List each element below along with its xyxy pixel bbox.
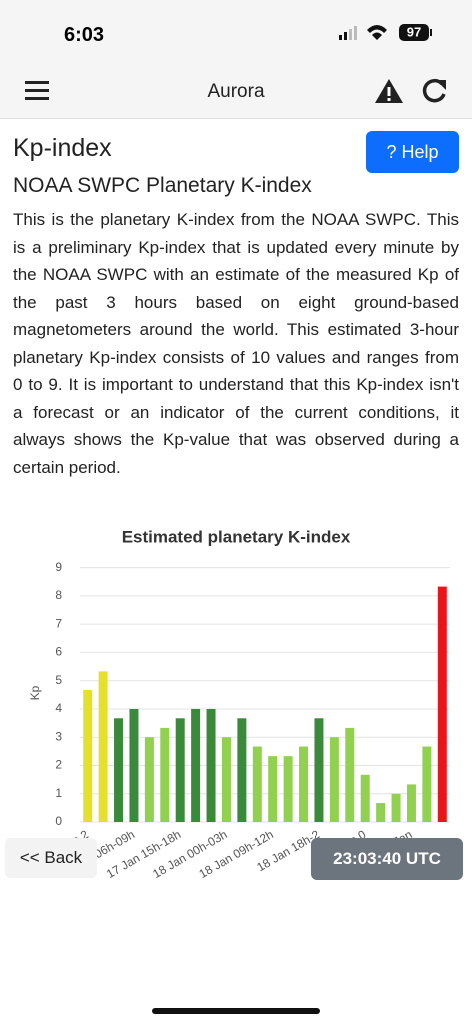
menu-icon[interactable]	[25, 80, 51, 102]
y-tick-label: 4	[55, 701, 62, 715]
bar	[206, 708, 216, 822]
home-indicator	[152, 1008, 320, 1014]
bar	[406, 784, 416, 822]
bar	[98, 671, 108, 822]
status-bar: 6:03 97	[0, 0, 472, 62]
status-icons: 97	[339, 24, 432, 41]
bar	[252, 746, 262, 822]
bar	[422, 746, 432, 822]
back-button[interactable]: << Back	[5, 838, 97, 878]
y-tick-label: 0	[55, 814, 62, 828]
y-axis-label: Kp	[28, 685, 42, 700]
bar	[376, 803, 386, 822]
y-tick-label: 3	[55, 729, 62, 743]
utc-time[interactable]: 23:03:40 UTC	[311, 838, 463, 880]
refresh-icon[interactable]	[421, 77, 449, 105]
bar	[191, 708, 201, 822]
page-title: Kp-index	[13, 134, 112, 162]
bar	[175, 718, 185, 822]
chart-title: Estimated planetary K-index	[122, 527, 351, 546]
bar	[83, 690, 93, 822]
bar	[345, 727, 355, 822]
bar	[221, 737, 231, 822]
bar	[314, 718, 324, 822]
y-tick-label: 8	[55, 588, 62, 602]
y-tick-label: 9	[55, 560, 62, 574]
y-tick-label: 5	[55, 673, 62, 687]
description: This is the planetary K-index from the N…	[13, 210, 459, 477]
status-time: 6:03	[64, 24, 105, 46]
bar	[160, 727, 170, 822]
y-tick-label: 1	[55, 786, 62, 800]
y-tick-label: 6	[55, 645, 62, 659]
bar	[114, 718, 124, 822]
warning-icon[interactable]	[375, 78, 405, 104]
subtitle: NOAA SWPC Planetary K-index	[13, 174, 312, 197]
bar	[283, 756, 293, 822]
bar	[391, 793, 401, 822]
bar	[268, 756, 278, 822]
bar	[437, 586, 447, 822]
nav-bar: Aurora	[0, 62, 472, 119]
bar	[360, 774, 370, 822]
help-button[interactable]: ? Help	[366, 131, 459, 173]
bar	[129, 708, 139, 822]
bar	[329, 737, 339, 822]
battery-level: 97	[407, 24, 421, 39]
bar	[144, 737, 154, 822]
nav-title: Aurora	[207, 81, 265, 102]
y-tick-label: 7	[55, 616, 62, 630]
bar	[299, 746, 309, 822]
bar	[237, 718, 247, 822]
y-tick-label: 2	[55, 758, 62, 772]
